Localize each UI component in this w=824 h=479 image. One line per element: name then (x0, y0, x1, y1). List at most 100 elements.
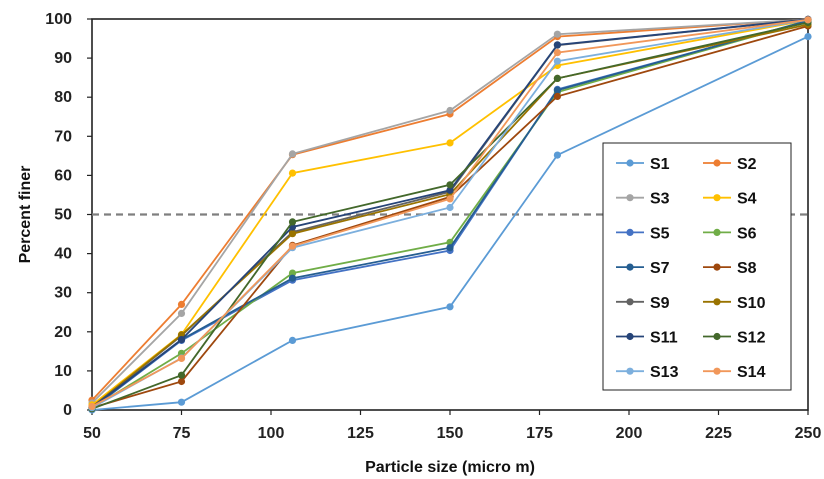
legend-swatch-marker (713, 332, 721, 341)
x-axis-title: Particle size (micro m) (365, 459, 535, 476)
y-tick-label: 80 (54, 89, 72, 106)
data-point (288, 274, 297, 282)
data-point (177, 300, 186, 308)
y-tick-label: 40 (54, 246, 72, 263)
x-tick-label: 125 (347, 425, 374, 442)
legend-label: S8 (737, 260, 757, 277)
x-tick-label: 175 (526, 425, 553, 442)
legend-item-s12: S12 (703, 330, 766, 347)
data-point (288, 242, 297, 250)
legend-swatch-marker (713, 159, 721, 167)
data-point (553, 41, 562, 49)
series-line (91, 18, 809, 409)
legend-swatch-marker (626, 332, 634, 341)
data-point (553, 57, 562, 65)
series-line (91, 35, 809, 411)
data-point (177, 377, 186, 386)
legend-label: S9 (650, 295, 670, 312)
legend-label: S12 (737, 330, 766, 347)
legend-item-s9: S9 (616, 295, 670, 312)
legend-item-s13: S13 (616, 364, 679, 381)
data-point (177, 354, 186, 362)
y-tick-label: 90 (54, 50, 72, 67)
legend-label: S2 (737, 156, 757, 173)
legend-swatch-marker (626, 298, 634, 306)
y-tick-label: 70 (54, 128, 72, 145)
legend-swatch-marker (713, 228, 721, 236)
legend-label: S10 (737, 295, 766, 312)
x-tick-label: 100 (258, 425, 285, 442)
legend-swatch-marker (713, 298, 721, 306)
y-axis-title: Percent finer (17, 166, 34, 264)
x-tick-label: 150 (437, 425, 464, 442)
legend: S1 S2 S3 S4 S5 S6 S7 S8 S9 S10 S11 S12 S13 S14 (602, 142, 792, 391)
legend-item-s7: S7 (616, 260, 670, 277)
series-s1 (88, 33, 812, 414)
x-tick-label: 250 (795, 425, 822, 442)
data-point (553, 49, 562, 57)
data-point (288, 169, 297, 177)
series-line (91, 18, 809, 401)
data-point (446, 186, 454, 194)
y-tick-label: 10 (54, 363, 72, 380)
legend-label: S5 (650, 225, 670, 242)
legend-label: S6 (737, 225, 757, 242)
legend-label: S3 (650, 191, 670, 208)
legend-swatch-marker (713, 263, 721, 271)
y-tick-label: 0 (63, 402, 72, 419)
legend-label: S11 (650, 330, 678, 347)
y-tick-label: 30 (54, 285, 72, 302)
data-point (446, 181, 454, 189)
series-line (91, 20, 809, 409)
legend-swatch-marker (713, 367, 721, 375)
data-point (177, 371, 186, 379)
data-point (804, 16, 812, 24)
data-point (446, 303, 454, 311)
data-point (446, 139, 454, 147)
data-point (804, 33, 812, 41)
y-tick-label: 50 (54, 207, 72, 224)
legend-label: S7 (650, 260, 670, 277)
legend-swatch-marker (626, 159, 634, 167)
x-tick-label: 50 (83, 425, 101, 442)
y-tick-label: 60 (54, 167, 72, 184)
data-point (446, 195, 454, 203)
data-point (288, 218, 297, 226)
legend-item-s10: S10 (703, 295, 766, 312)
data-point (553, 30, 562, 38)
data-point (553, 74, 562, 82)
series-s14 (88, 16, 812, 411)
series-layer (88, 15, 812, 414)
data-point (177, 309, 186, 317)
data-point (288, 150, 297, 158)
legend-item-s14: S14 (703, 364, 766, 381)
x-tick-label: 200 (616, 425, 643, 442)
series-line (91, 21, 809, 410)
data-point (553, 86, 562, 94)
series-line (91, 25, 809, 409)
data-point (553, 92, 562, 100)
x-tick-label: 75 (173, 425, 191, 442)
legend-label: S13 (650, 364, 679, 381)
legend-item-s5: S5 (616, 225, 670, 242)
legend-swatch-marker (626, 367, 634, 375)
legend-swatch-marker (626, 194, 634, 202)
axis-ticks: 0 10 20 30 40 50 60 70 80 90 100 50 75 100 125 150 175 20… (45, 11, 821, 442)
data-point (288, 269, 297, 277)
data-point (446, 244, 454, 252)
legend-label: S1 (650, 156, 670, 173)
legend-label: S4 (737, 191, 757, 208)
legend-label: S14 (737, 364, 766, 381)
data-point (288, 336, 297, 344)
legend-item-s2: S2 (703, 156, 757, 173)
legend-swatch-marker (626, 228, 634, 236)
legend-item-s8: S8 (703, 260, 757, 277)
series-line (91, 18, 809, 408)
y-tick-label: 20 (54, 324, 72, 341)
legend-swatch-marker (626, 263, 634, 271)
legend-item-s3: S3 (616, 191, 670, 208)
data-point (553, 151, 562, 159)
data-point (88, 402, 96, 411)
legend-item-s11: S11 (616, 330, 678, 347)
